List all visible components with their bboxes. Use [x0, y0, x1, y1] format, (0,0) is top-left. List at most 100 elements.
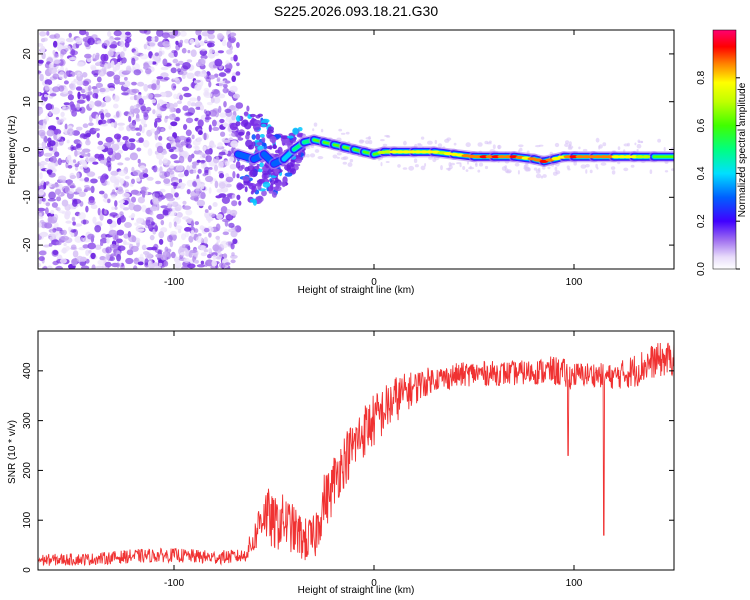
noise-blob	[170, 146, 177, 150]
halo-speck	[336, 152, 342, 156]
noise-blob	[61, 185, 70, 193]
noise-blob	[176, 164, 184, 172]
noise-blob	[113, 30, 122, 37]
noise-blob	[131, 88, 140, 94]
noise-blob	[146, 216, 154, 223]
noise-blob	[175, 40, 179, 46]
noise-blob	[105, 136, 113, 143]
halo-speck	[524, 167, 530, 172]
halo-speck	[568, 141, 572, 147]
colorbar-tick-label: 0.0	[696, 262, 707, 276]
snr-panel: -100 0 100 0 100 200 300 400 Height of straight…	[7, 330, 675, 596]
noise-blob	[228, 222, 235, 228]
noise-blob	[72, 199, 78, 207]
snr-plot-area	[38, 341, 674, 567]
noise-blob	[199, 40, 205, 46]
noise-blob	[151, 246, 158, 251]
transition-blob	[243, 111, 249, 117]
noise-blob	[229, 209, 238, 216]
noise-blob	[218, 80, 224, 88]
noise-blob	[179, 94, 183, 101]
noise-blob	[63, 242, 67, 247]
halo-speck	[437, 143, 443, 148]
noise-blob	[100, 241, 104, 246]
noise-blob	[92, 216, 97, 224]
noise-blob	[53, 53, 59, 58]
noise-blob	[49, 140, 56, 147]
noise-blob	[168, 210, 177, 217]
y-tick-label: 100	[22, 511, 33, 528]
noise-blob	[124, 222, 132, 228]
noise-blob	[100, 112, 105, 121]
noise-blob	[94, 100, 102, 107]
noise-blob	[84, 130, 91, 138]
noise-blob	[116, 254, 122, 262]
noise-blob	[156, 76, 164, 80]
noise-blob	[67, 128, 75, 136]
x-tick-label: 100	[566, 578, 583, 589]
noise-blob	[186, 179, 194, 187]
noise-blob	[38, 188, 45, 196]
noise-blob	[77, 91, 81, 100]
noise-blob	[158, 159, 163, 166]
noise-blob	[183, 92, 192, 98]
noise-blob	[197, 168, 202, 174]
noise-blob	[52, 59, 61, 64]
noise-blob	[194, 145, 200, 152]
halo-speck	[317, 156, 324, 160]
colorbar-tick-label: 0.8	[696, 70, 707, 84]
noise-blob	[206, 101, 213, 106]
transition-blob	[259, 134, 265, 138]
halo-speck	[617, 146, 621, 151]
noise-blob	[225, 173, 230, 178]
noise-blob	[175, 108, 181, 114]
halo-speck	[649, 169, 653, 174]
noise-blob	[186, 189, 191, 195]
noise-blob	[218, 93, 226, 99]
noise-blob	[86, 95, 90, 101]
noise-blob	[168, 113, 177, 120]
noise-blob	[137, 95, 142, 99]
noise-blob	[74, 149, 78, 157]
noise-blob	[103, 193, 108, 199]
noise-blob	[154, 117, 162, 123]
noise-blob	[211, 260, 217, 267]
noise-blob	[138, 98, 144, 105]
noise-blob	[181, 47, 187, 54]
transition-blob	[257, 113, 263, 118]
noise-blob	[96, 132, 100, 138]
noise-blob	[45, 115, 50, 122]
noise-blob	[60, 111, 65, 117]
noise-blob	[174, 225, 183, 230]
noise-blob	[217, 160, 224, 169]
noise-blob	[125, 31, 131, 36]
noise-blob	[164, 246, 169, 253]
noise-blob	[186, 138, 191, 143]
noise-blob	[68, 226, 72, 232]
noise-blob	[116, 141, 125, 146]
halo-speck	[424, 163, 427, 167]
noise-blob	[96, 221, 102, 225]
noise-blob	[106, 156, 112, 163]
noise-blob	[49, 34, 57, 39]
noise-blob	[153, 266, 161, 269]
noise-blob	[60, 159, 67, 163]
noise-blob	[71, 110, 77, 117]
noise-blob	[190, 102, 197, 107]
noise-blob	[162, 158, 168, 164]
y-tick-label: 20	[22, 48, 33, 60]
halo-speck	[565, 140, 570, 145]
noise-blob	[77, 71, 81, 77]
noise-blob	[175, 142, 181, 148]
noise-blob	[173, 221, 177, 227]
noise-blob	[152, 197, 160, 205]
noise-blob	[68, 83, 74, 89]
noise-blob	[200, 252, 207, 257]
noise-blob	[130, 108, 135, 114]
noise-blob	[212, 126, 220, 131]
halo-speck	[671, 168, 674, 171]
colorbar-ticks: 0.0 0.2 0.4 0.6 0.8	[696, 70, 740, 276]
noise-blob	[207, 254, 212, 259]
noise-blob	[106, 160, 112, 168]
noise-blob	[182, 205, 192, 210]
